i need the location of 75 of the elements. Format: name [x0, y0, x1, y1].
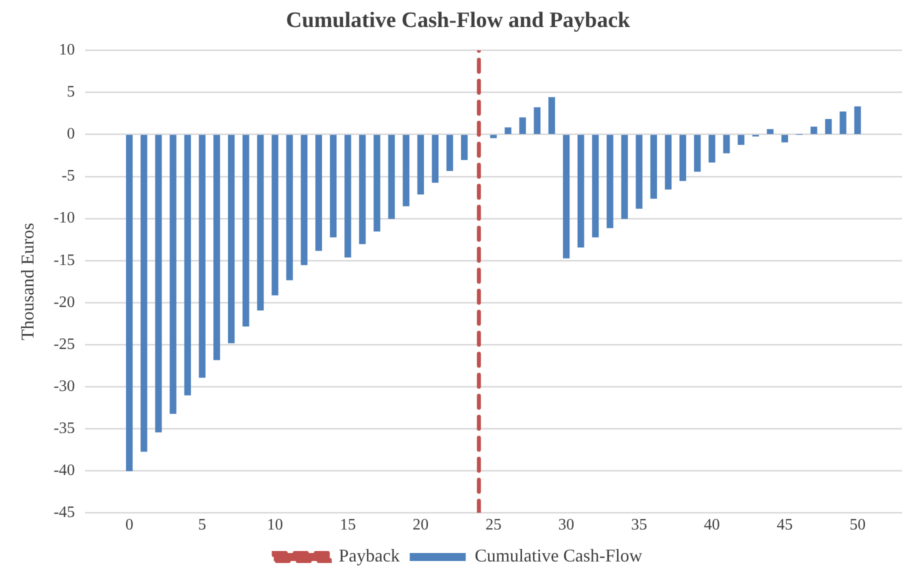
bar	[490, 134, 497, 138]
bar	[825, 119, 832, 134]
bar	[272, 134, 278, 296]
bar	[315, 134, 322, 251]
bar	[359, 134, 366, 244]
bar	[126, 134, 133, 472]
y-tick-label: 0	[66, 126, 75, 143]
bar	[198, 134, 206, 378]
x-tick-label: 25	[485, 516, 502, 534]
chart-title: Cumulative Cash-Flow and Payback	[286, 6, 631, 32]
bar	[519, 117, 526, 134]
x-tick-label: 10	[266, 516, 283, 534]
bar	[344, 134, 352, 258]
bar	[664, 134, 672, 190]
bar	[562, 134, 570, 258]
y-tick-label: -25	[54, 336, 75, 353]
bar	[374, 134, 380, 232]
x-tick-label: 30	[558, 516, 574, 534]
y-tick-label: -40	[54, 462, 75, 479]
bar	[854, 106, 861, 134]
bar	[286, 134, 293, 280]
bar	[257, 134, 264, 311]
bar	[417, 134, 424, 194]
bar	[578, 134, 584, 248]
bar	[432, 134, 439, 183]
bar	[446, 134, 454, 171]
y-tick-label: -5	[62, 168, 75, 185]
bar	[242, 134, 250, 326]
bar	[840, 111, 846, 134]
bar	[213, 134, 220, 360]
y-axis-title: Thousand Euros	[18, 222, 38, 340]
bar	[330, 134, 337, 238]
y-tick-label: -20	[54, 294, 75, 311]
bar	[155, 134, 162, 432]
bar	[184, 134, 191, 396]
x-tick-label: 20	[412, 516, 429, 534]
bar	[738, 134, 744, 145]
bar	[534, 107, 540, 134]
x-tick-label: 15	[340, 516, 356, 534]
y-tick-label: -10	[54, 210, 75, 227]
bar	[766, 129, 774, 134]
bar	[723, 134, 730, 154]
x-tick-label: 45	[776, 516, 793, 534]
bar	[621, 134, 628, 219]
bar	[300, 134, 308, 266]
bar	[650, 134, 658, 199]
bar	[781, 134, 788, 142]
bar	[402, 134, 410, 206]
legend-label: Payback	[338, 546, 400, 566]
bar	[504, 127, 512, 134]
y-tick-label: -30	[54, 378, 75, 395]
bar	[461, 134, 468, 160]
bar	[636, 134, 642, 209]
bar	[548, 97, 556, 134]
bar	[694, 134, 701, 172]
x-tick-label: 0	[125, 516, 134, 534]
bar	[140, 134, 148, 452]
y-tick-label: 5	[66, 84, 75, 101]
x-tick-label: 40	[704, 516, 720, 534]
bar	[228, 134, 235, 344]
legend-label: Cumulative Cash-Flow	[474, 546, 642, 566]
bar	[388, 134, 395, 219]
bar	[679, 134, 686, 182]
bar	[170, 134, 176, 414]
bar	[606, 134, 614, 228]
bar	[708, 134, 716, 163]
y-tick-label: -15	[54, 252, 75, 269]
x-tick-label: 35	[631, 516, 648, 534]
x-tick-label: 5	[198, 516, 206, 534]
y-tick-label: -35	[54, 420, 75, 437]
y-tick-label: -45	[54, 504, 75, 522]
bar	[810, 126, 818, 134]
x-tick-label: 50	[850, 516, 866, 534]
bar	[592, 134, 599, 238]
y-tick-label: 10	[58, 42, 75, 59]
